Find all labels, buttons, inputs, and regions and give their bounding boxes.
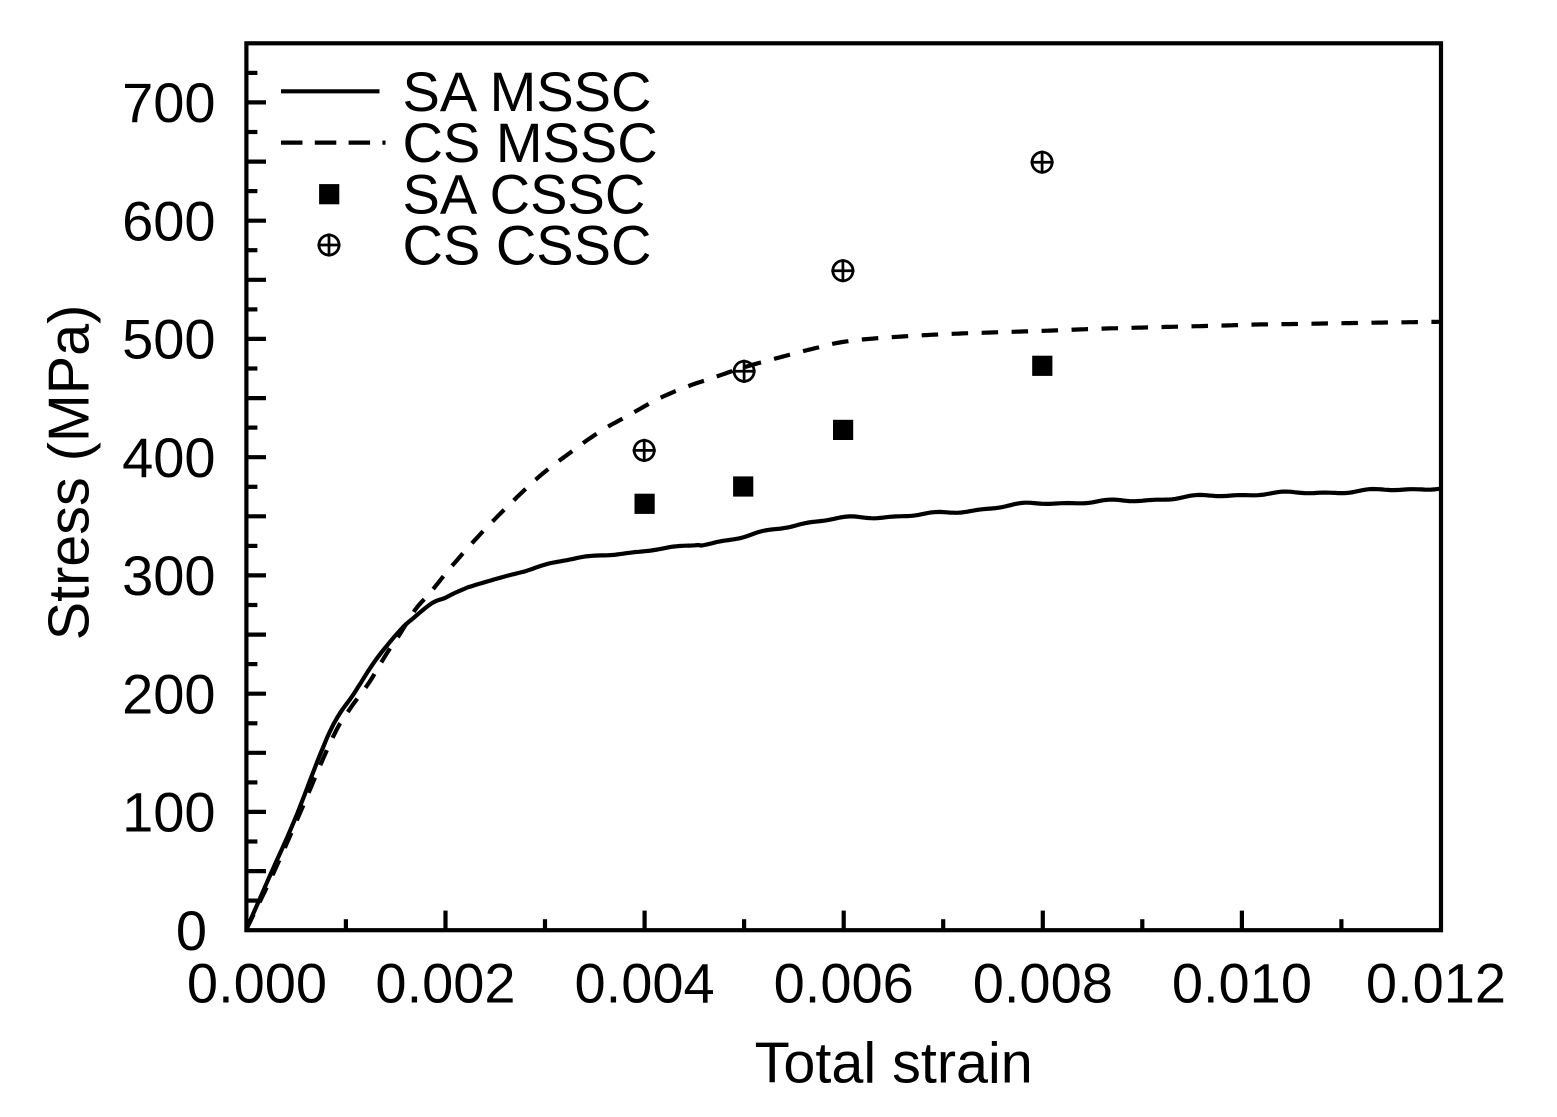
svg-text:200: 200	[122, 663, 215, 726]
svg-text:CS MSSC: CS MSSC	[403, 111, 658, 174]
svg-text:500: 500	[122, 308, 215, 371]
svg-text:0.004: 0.004	[575, 952, 715, 1015]
svg-text:0.010: 0.010	[1172, 952, 1312, 1015]
svg-text:400: 400	[122, 426, 215, 489]
svg-text:CS CSSC: CS CSSC	[403, 213, 652, 276]
svg-text:Stress (MPa): Stress (MPa)	[38, 305, 102, 640]
svg-text:SA CSSC: SA CSSC	[403, 162, 646, 225]
svg-text:700: 700	[122, 71, 215, 134]
svg-text:SA MSSC: SA MSSC	[403, 60, 652, 123]
svg-text:0.006: 0.006	[774, 952, 914, 1015]
svg-text:600: 600	[122, 190, 215, 253]
svg-text:0.002: 0.002	[375, 952, 515, 1015]
svg-text:100: 100	[122, 781, 215, 844]
svg-text:0.008: 0.008	[973, 952, 1113, 1015]
svg-text:0.000: 0.000	[187, 952, 327, 1015]
svg-text:Total strain: Total strain	[755, 1032, 1033, 1096]
svg-text:300: 300	[122, 544, 215, 607]
svg-text:0.012: 0.012	[1366, 952, 1506, 1015]
svg-text:0: 0	[176, 899, 207, 962]
